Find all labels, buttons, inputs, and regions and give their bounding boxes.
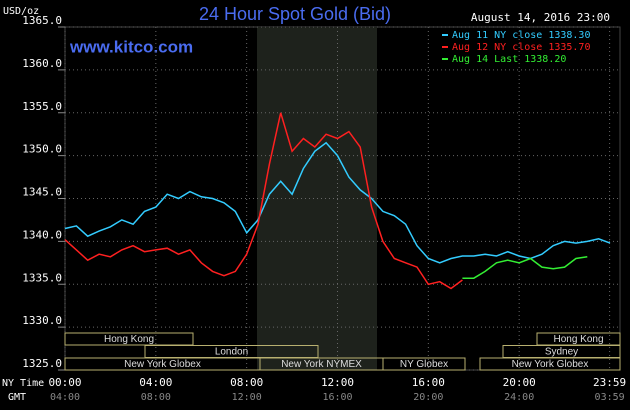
x-tick-label: 00:00 [48, 376, 81, 389]
y-tick-label: 1325.0 [22, 357, 62, 370]
x2-tick-label: 20:00 [413, 392, 443, 403]
price-line [462, 256, 588, 279]
session-label: New York Globex [512, 359, 589, 370]
x-axis-label: NY Time [2, 378, 44, 389]
x-tick-label: 20:00 [503, 376, 536, 389]
chart-layer: 1325.0 1330.0 1335.0 1340.0 1345.0 1350.0 1355… [22, 14, 626, 403]
legend-label: Aug 11 NY close 1338.30 [452, 30, 590, 41]
y-tick-label: 1340.0 [22, 228, 62, 241]
legend-label: Aug 12 NY close 1335.70 [452, 42, 590, 53]
session-label: New York Globex [124, 359, 201, 370]
y-tick-label: 1330.0 [22, 314, 62, 327]
chart-title: 24 Hour Spot Gold (Bid) [199, 4, 391, 24]
x2-tick-label: 08:00 [141, 392, 171, 403]
x-tick-label: 08:00 [230, 376, 263, 389]
session-label: New York NYMEX [281, 359, 362, 370]
session-label: Hong Kong [553, 334, 603, 345]
x2-axis-label: GMT [8, 392, 26, 403]
unit-label: USD/oz [3, 6, 39, 17]
session-label: NY Globex [400, 359, 448, 370]
x2-tick-label: 16:00 [322, 392, 352, 403]
y-tick-label: 1350.0 [22, 143, 62, 156]
session-label: Sydney [545, 347, 578, 358]
x-tick-label: 12:00 [321, 376, 354, 389]
y-tick-label: 1365.0 [22, 14, 62, 27]
price-line [64, 112, 463, 290]
x-tick-label: 16:00 [412, 376, 445, 389]
session-label: London [215, 347, 248, 358]
session-box [64, 332, 194, 346]
price-line [64, 141, 611, 264]
y-tick-label: 1360.0 [22, 57, 62, 70]
site-label: www.kitco.com [69, 37, 193, 56]
legend-label: Aug 14 Last 1338.20 [452, 54, 566, 65]
session-box [382, 357, 466, 371]
session-label: Hong Kong [104, 334, 154, 345]
x-tick-label: 04:00 [139, 376, 172, 389]
x2-tick-label: 03:59 [595, 392, 625, 403]
y-tick-label: 1345.0 [22, 186, 62, 199]
timestamp: August 14, 2016 23:00 [471, 11, 610, 24]
session-box [479, 357, 621, 371]
y-tick-label: 1335.0 [22, 271, 62, 284]
x-tick-label: 23:59 [593, 376, 626, 389]
x2-tick-label: 24:00 [504, 392, 534, 403]
x2-tick-label: 04:00 [50, 392, 80, 403]
y-tick-label: 1355.0 [22, 100, 62, 113]
x2-tick-label: 12:00 [232, 392, 262, 403]
